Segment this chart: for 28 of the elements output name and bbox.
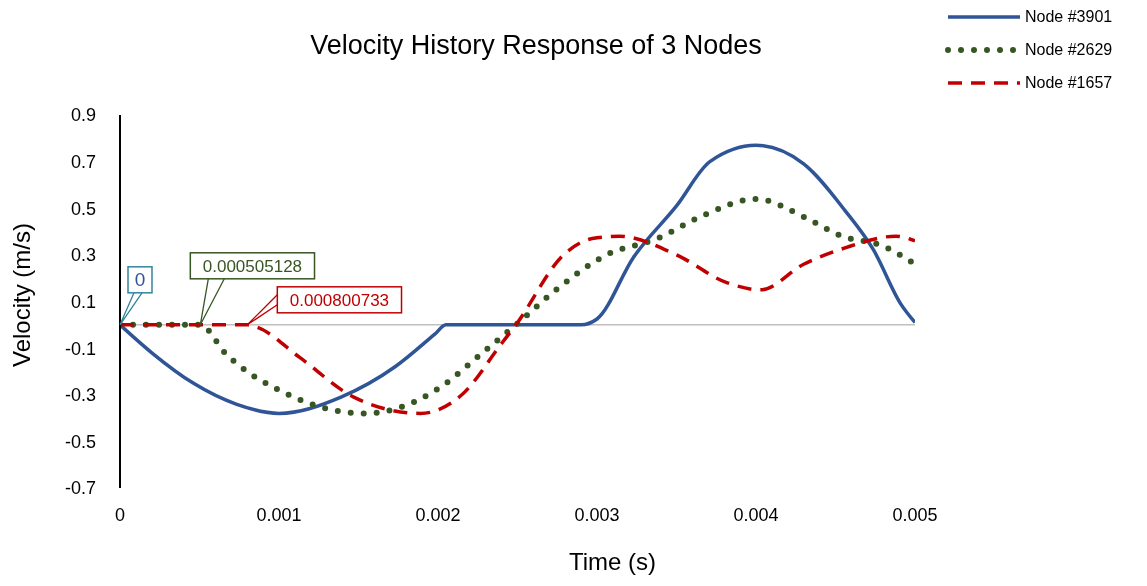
x-tick-label: 0.004 — [733, 504, 779, 525]
x-tick-label: 0.002 — [415, 504, 461, 525]
x-axis-title: Time (s) — [567, 548, 658, 576]
line-series — [120, 234, 915, 416]
y-tick-label: 0.1 — [70, 291, 96, 312]
x-tick-label: 0.003 — [574, 504, 620, 525]
annotation: 0.000800733 — [289, 290, 390, 310]
y-tick-label: -0.1 — [64, 338, 96, 359]
legend-label: Node #1657 — [1025, 73, 1113, 92]
x-tick-label: 0 — [114, 504, 126, 525]
y-axis-title: Velocity (m/s) — [8, 222, 36, 368]
chart-title: Velocity History Response of 3 Nodes — [310, 30, 762, 60]
y-tick-label: 0.9 — [70, 105, 96, 126]
y-tick-label: -0.7 — [64, 478, 96, 499]
line-series — [120, 143, 915, 416]
callout-pointer: 0 — [119, 266, 153, 326]
y-tick-label: -0.5 — [64, 431, 96, 452]
y-tick-label: 0.5 — [70, 198, 96, 219]
callout-pointer: 0.000800733 — [246, 286, 403, 326]
y-tick-label: -0.3 — [64, 385, 96, 406]
y-tick-label: 0.7 — [70, 152, 96, 173]
x-tick-label: 0.001 — [256, 504, 302, 525]
legend-label: Node #3901 — [1025, 7, 1113, 26]
x-tick-label: 0.005 — [892, 504, 938, 525]
legend-label: Node #2629 — [1025, 40, 1113, 59]
annotation: 0.000505128 — [202, 256, 303, 276]
y-tick-label: 0.3 — [70, 245, 96, 266]
annotation: 0 — [134, 268, 146, 290]
